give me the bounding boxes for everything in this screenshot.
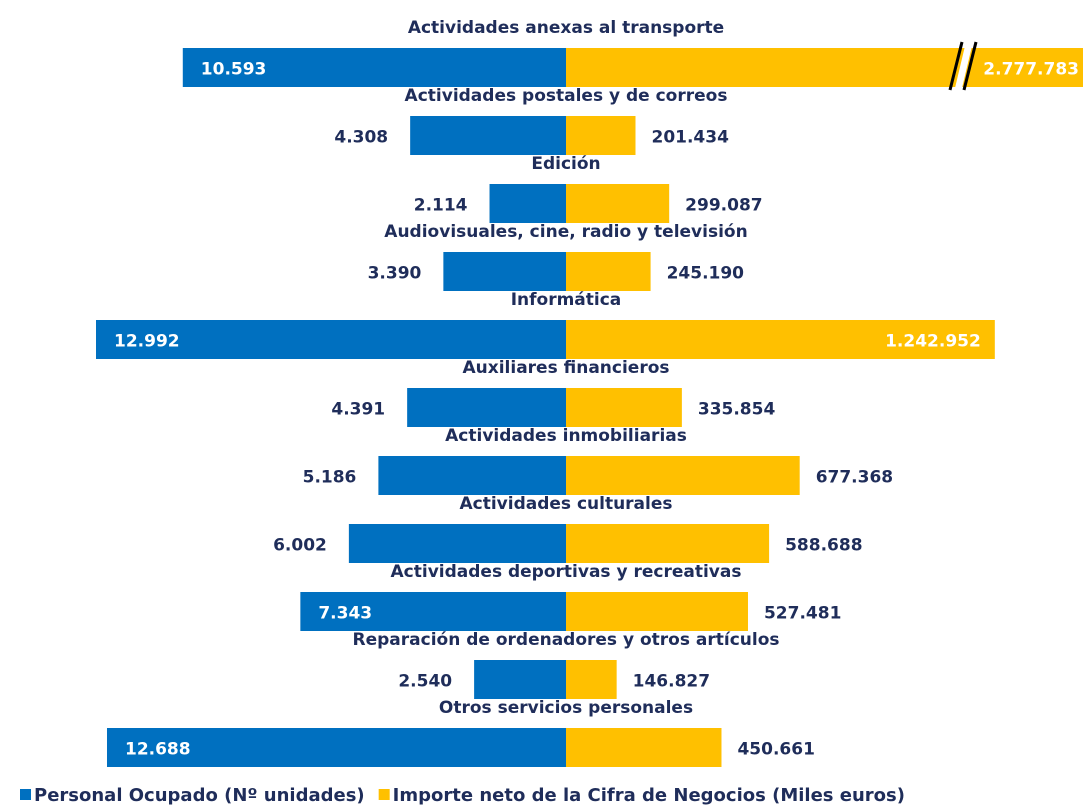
bar (566, 524, 770, 563)
legend-swatch (378, 789, 390, 800)
bar (182, 48, 566, 87)
value-label: 2.540 (398, 672, 452, 692)
bar (300, 592, 566, 631)
category-label: Actividades postales y de correos (405, 86, 728, 106)
value-label: 7.343 (318, 604, 372, 624)
category-label: Actividades deportivas y recreativas (391, 562, 742, 582)
value-label: 146.827 (633, 672, 710, 692)
axis-break (948, 41, 964, 91)
bar (96, 320, 566, 359)
bar (106, 728, 567, 767)
bar (566, 728, 722, 767)
value-label: 12.688 (125, 740, 191, 760)
category-label: Audiovisuales, cine, radio y televisión (384, 222, 747, 242)
bar (566, 116, 636, 155)
bar (566, 456, 800, 495)
value-label: 335.854 (698, 400, 776, 420)
category-label: Otros servicios personales (439, 698, 693, 718)
category-label: Auxiliares financieros (462, 358, 669, 378)
category-label: Edición (531, 154, 600, 174)
value-label: 3.390 (368, 264, 422, 284)
category-label: Actividades anexas al transporte (408, 18, 724, 38)
value-label: 2.114 (414, 196, 468, 216)
category-label: Informática (511, 290, 622, 310)
value-label: 450.661 (737, 740, 814, 760)
bar (566, 252, 651, 291)
value-label: 4.391 (331, 400, 385, 420)
value-label: 2.777.783 (983, 60, 1079, 80)
value-label: 677.368 (816, 468, 893, 488)
bar (566, 388, 682, 427)
bar (566, 320, 995, 359)
value-label: 10.593 (201, 60, 267, 80)
axis-break (962, 41, 978, 91)
bar (566, 592, 748, 631)
bar (378, 456, 566, 495)
bar (566, 48, 1083, 87)
value-label: 588.688 (785, 536, 862, 556)
bar (566, 184, 670, 223)
bar (474, 660, 566, 699)
axis-break (955, 46, 972, 88)
value-label: 5.186 (303, 468, 357, 488)
value-label: 4.308 (334, 128, 388, 148)
value-label: 299.087 (685, 196, 762, 216)
bar (348, 524, 566, 563)
bar (489, 184, 566, 223)
bar (566, 660, 617, 699)
value-label: 6.002 (273, 536, 327, 556)
bar (410, 116, 566, 155)
legend-label: Importe neto de la Cifra de Negocios (Mi… (393, 785, 905, 805)
category-label: Reparación de ordenadores y otros artícu… (353, 630, 780, 650)
value-label: 1.242.952 (885, 332, 981, 352)
legend-label: Personal Ocupado (Nº unidades) (34, 785, 365, 805)
value-label: 12.992 (114, 332, 180, 352)
category-label: Actividades culturales (459, 494, 672, 514)
value-label: 527.481 (764, 604, 841, 624)
bar (407, 388, 566, 427)
category-label: Actividades inmobiliarias (445, 426, 687, 446)
value-label: 245.190 (667, 264, 745, 284)
legend-swatch (20, 789, 31, 800)
bar (443, 252, 566, 291)
value-label: 201.434 (651, 128, 729, 148)
